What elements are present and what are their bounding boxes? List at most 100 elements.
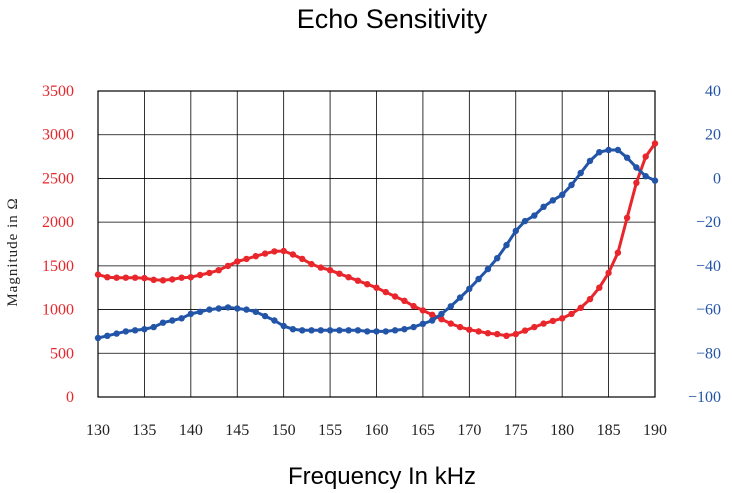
- series-layer: [94, 140, 659, 342]
- data-point: [382, 328, 389, 335]
- data-point: [586, 157, 594, 165]
- data-point: [577, 169, 584, 177]
- data-point: [447, 320, 454, 327]
- data-point: [401, 326, 408, 333]
- data-point: [178, 274, 185, 281]
- data-point: [391, 293, 399, 300]
- data-point: [373, 284, 380, 291]
- data-point: [280, 247, 287, 255]
- data-point: [531, 212, 538, 219]
- y-tick-label-right: 20: [705, 127, 721, 144]
- data-point: [623, 214, 631, 221]
- data-point: [494, 330, 501, 338]
- data-point: [299, 255, 306, 263]
- data-point: [280, 322, 287, 330]
- y-tick-label-left: 3000: [42, 127, 74, 144]
- data-point: [122, 328, 129, 335]
- y-tick-label-left: 500: [50, 345, 74, 362]
- x-tick-label: 135: [132, 422, 156, 439]
- data-point: [261, 312, 269, 320]
- x-axis-ticks: 130 135 140 145 150 155 160 165 170 175 180 185 190: [86, 422, 667, 439]
- y-axis-left-ticks: 0 500 1000 1500 2000 2500 3000 3500: [42, 83, 74, 406]
- x-axis-label: Frequency In kHz: [288, 463, 476, 490]
- y-tick-label-right: 0: [713, 170, 721, 187]
- data-point: [410, 302, 417, 310]
- data-point: [122, 274, 129, 281]
- data-point: [234, 305, 241, 312]
- x-tick-label: 165: [411, 422, 435, 439]
- data-point: [651, 177, 659, 184]
- y-tick-label-right: −100: [688, 389, 721, 406]
- data-point: [559, 191, 566, 198]
- y-tick-label-right: −60: [696, 302, 721, 319]
- y-axis-label: Magnitude in Ω: [5, 197, 21, 306]
- data-point: [596, 149, 603, 156]
- data-point: [224, 304, 232, 311]
- data-point: [206, 269, 213, 277]
- data-point: [299, 327, 306, 334]
- x-tick-label: 150: [272, 422, 296, 439]
- data-point: [429, 317, 436, 324]
- data-point: [456, 323, 464, 331]
- data-point: [169, 317, 176, 324]
- x-tick-label: 180: [550, 422, 574, 439]
- data-point: [345, 327, 352, 334]
- data-point: [261, 250, 269, 257]
- data-point: [549, 317, 557, 325]
- series-left-axis: [94, 140, 659, 339]
- data-point: [633, 164, 640, 171]
- data-point: [354, 277, 362, 284]
- x-tick-label: 175: [504, 422, 528, 439]
- data-point: [614, 249, 622, 256]
- y-tick-label-left: 2500: [42, 170, 74, 187]
- x-tick-label: 155: [318, 422, 342, 439]
- data-point: [642, 153, 649, 160]
- data-point: [586, 295, 594, 303]
- data-point: [540, 203, 547, 210]
- data-point: [596, 284, 603, 291]
- data-point: [94, 334, 102, 342]
- y-tick-label-left: 1500: [42, 258, 74, 275]
- data-point: [243, 255, 250, 263]
- data-point: [484, 330, 492, 337]
- data-point: [512, 227, 519, 235]
- y-tick-label-left: 3500: [42, 83, 74, 100]
- data-point: [466, 285, 473, 292]
- data-point: [642, 173, 649, 180]
- data-point: [215, 305, 222, 312]
- y-tick-label-right: −80: [696, 345, 721, 362]
- data-point: [187, 274, 194, 281]
- data-point: [104, 274, 111, 281]
- data-point: [224, 262, 232, 270]
- x-tick-label: 130: [86, 422, 110, 439]
- data-point: [540, 320, 547, 327]
- data-point: [178, 315, 185, 322]
- data-point: [289, 251, 297, 258]
- data-point: [364, 328, 371, 335]
- data-point: [113, 274, 120, 281]
- series-right-axis: [94, 146, 659, 342]
- data-point: [475, 275, 482, 283]
- data-point: [94, 271, 102, 278]
- data-point: [243, 306, 250, 313]
- data-point: [503, 332, 510, 339]
- data-point: [559, 315, 566, 322]
- data-point: [308, 260, 315, 268]
- data-point: [131, 274, 139, 281]
- data-point: [503, 241, 510, 249]
- data-point: [104, 332, 111, 339]
- data-point: [364, 281, 371, 288]
- plot-grid: [97, 90, 656, 398]
- data-point: [494, 255, 501, 262]
- data-point: [391, 327, 399, 334]
- data-point: [159, 277, 167, 284]
- data-point: [354, 327, 362, 334]
- y-tick-label-left: 2000: [42, 214, 74, 231]
- data-point: [633, 179, 640, 186]
- data-point: [159, 319, 167, 326]
- data-point: [419, 307, 427, 314]
- y-tick-label-right: 40: [705, 83, 721, 100]
- data-point: [429, 311, 436, 318]
- chart-title: Echo Sensitivity: [297, 4, 488, 34]
